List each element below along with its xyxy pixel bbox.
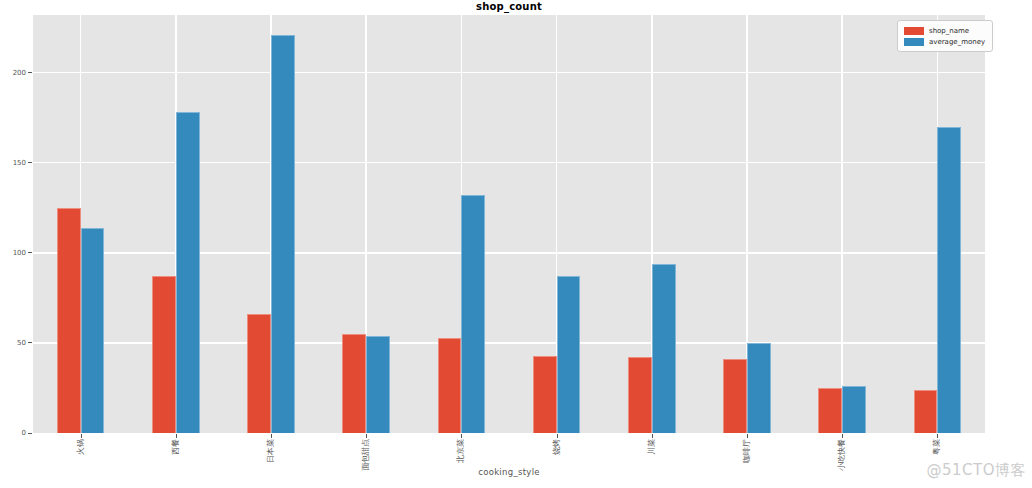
- bar: [247, 314, 271, 433]
- x-tick-mark: [842, 434, 843, 438]
- x-tick-mark: [271, 434, 272, 438]
- y-tick-mark: [28, 433, 32, 434]
- bar: [438, 338, 462, 433]
- x-tick-mark: [461, 434, 462, 438]
- x-tick-mark: [937, 434, 938, 438]
- legend-swatch-icon: [904, 27, 924, 35]
- y-tick-label: 200: [0, 69, 26, 77]
- bar: [818, 388, 842, 433]
- bar: [152, 276, 176, 433]
- bar: [652, 264, 676, 433]
- y-tick-mark: [28, 72, 32, 73]
- bar: [176, 112, 200, 433]
- bar: [81, 228, 105, 433]
- x-tick-label: 烧烤: [552, 439, 562, 455]
- legend-item: shop_name: [904, 25, 985, 36]
- x-tick-mark: [557, 434, 558, 438]
- bar: [271, 35, 295, 433]
- bar: [842, 386, 866, 433]
- chart-title: shop_count: [33, 1, 985, 12]
- y-tick-label: 150: [0, 159, 26, 167]
- x-tick-label: 粤菜: [932, 439, 942, 455]
- legend-label: shop_name: [929, 27, 969, 35]
- x-tick-label: 西餐: [171, 439, 181, 455]
- bar: [628, 357, 652, 433]
- legend-item: average_money: [904, 36, 985, 47]
- y-tick-label: 0: [0, 429, 26, 437]
- y-tick-label: 100: [0, 249, 26, 257]
- legend-label: average_money: [929, 38, 985, 46]
- bar: [533, 356, 557, 433]
- x-tick-mark: [366, 434, 367, 438]
- bar-chart-figure: shop_count 050100150200 火锅西餐日本菜面包甜点北京菜烧烤…: [0, 0, 1032, 488]
- bar: [747, 343, 771, 433]
- x-tick-label: 北京菜: [456, 439, 466, 463]
- y-tick-mark: [28, 342, 32, 343]
- legend-swatch-icon: [904, 38, 924, 46]
- gridline-v: [841, 15, 843, 433]
- bar: [914, 390, 938, 433]
- x-tick-mark: [176, 434, 177, 438]
- x-axis-title: cooking_style: [33, 467, 985, 477]
- x-tick-label: 火锅: [76, 439, 86, 455]
- bar: [461, 195, 485, 433]
- y-tick-mark: [28, 162, 32, 163]
- x-tick-label: 川菜: [647, 439, 657, 455]
- y-tick-label: 50: [0, 339, 26, 347]
- x-tick-mark: [81, 434, 82, 438]
- bar: [57, 208, 81, 433]
- x-tick-mark: [747, 434, 748, 438]
- bar: [937, 127, 961, 433]
- plot-area: [33, 15, 985, 433]
- bar: [557, 276, 581, 433]
- watermark: @51CTO博客: [926, 461, 1026, 480]
- legend: shop_name average_money: [897, 20, 993, 52]
- y-tick-mark: [28, 252, 32, 253]
- x-tick-mark: [652, 434, 653, 438]
- bar: [366, 336, 390, 433]
- x-tick-label: 咖啡厅: [742, 439, 752, 463]
- bar: [723, 359, 747, 433]
- bar: [342, 334, 366, 433]
- x-tick-label: 日本菜: [266, 439, 276, 463]
